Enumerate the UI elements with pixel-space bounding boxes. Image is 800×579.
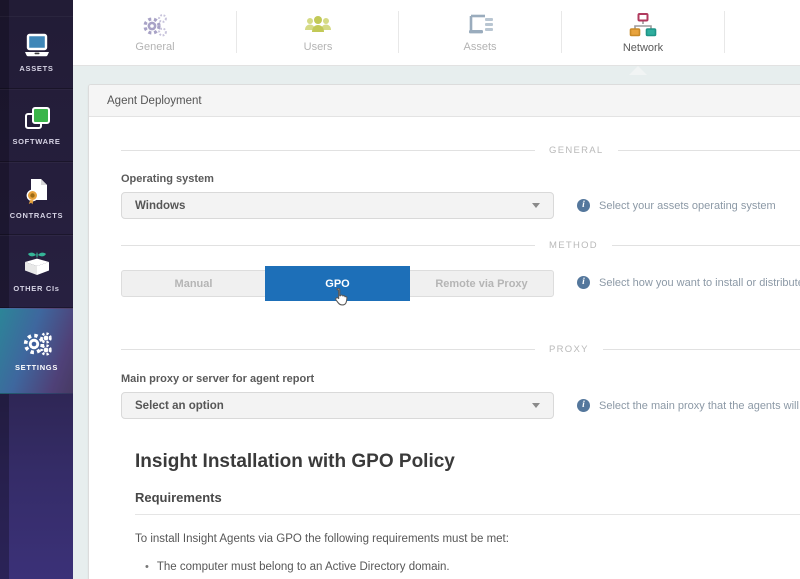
doc-subtitle: Requirements	[135, 490, 222, 505]
network-nodes-icon	[629, 13, 657, 37]
tab-label: Assets	[463, 41, 497, 53]
card-header: Agent Deployment	[89, 85, 800, 117]
sidebar-item-label: SETTINGS	[14, 362, 59, 372]
card-body: GENERAL Operating system Windows Select …	[89, 117, 800, 579]
divider-line	[602, 348, 800, 350]
sidebar: ASSETS SOFTWARE CONTRACTS	[0, 0, 73, 579]
tab-label: Network	[622, 42, 664, 54]
tab-users[interactable]: Users	[237, 0, 399, 66]
method-gpo-button[interactable]: GPO	[265, 266, 410, 301]
operating-system-select[interactable]: Windows	[121, 192, 554, 219]
contract-document-icon	[26, 178, 47, 204]
section-divider-general: GENERAL	[121, 144, 800, 156]
info-icon	[577, 199, 590, 212]
assets-monitor-icon	[469, 14, 493, 34]
doc-intro-text: To install Insight Agents via GPO the fo…	[135, 533, 509, 545]
method-help: Select how you want to install or distri…	[577, 276, 800, 289]
chevron-down-icon	[532, 203, 540, 208]
section-heading: PROXY	[549, 343, 589, 355]
operating-system-label: Operating system	[121, 173, 214, 185]
divider-line	[617, 149, 800, 151]
info-icon	[577, 399, 590, 412]
bullet-marker: •	[145, 561, 149, 573]
laptop-icon	[24, 33, 49, 56]
bullet-text: The computer must belong to an Active Di…	[156, 561, 450, 573]
open-box-icon	[24, 251, 49, 275]
tab-divider	[398, 11, 399, 53]
doc-bullet-item: • The computer must belong to an Active …	[145, 561, 450, 573]
sidebar-item-label: CONTRACTS	[9, 210, 64, 220]
main-proxy-select[interactable]: Select an option	[121, 392, 554, 419]
method-manual-button[interactable]: Manual	[121, 270, 266, 297]
sidebar-item-settings[interactable]: SETTINGS	[0, 308, 73, 394]
users-icon	[305, 16, 331, 32]
sidebar-item-label: OTHER CIs	[13, 283, 60, 293]
operating-system-help: Select your assets operating system	[577, 199, 776, 212]
tab-divider	[724, 11, 725, 53]
divider-line	[611, 244, 800, 246]
help-text: Select your assets operating system	[599, 199, 776, 212]
page-title: Agent Deployment	[107, 94, 202, 107]
sidebar-item-other-cis[interactable]: OTHER CIs	[0, 235, 73, 308]
sidebar-item-label: SOFTWARE	[12, 136, 61, 146]
doc-title: Insight Installation with GPO Policy	[135, 451, 455, 472]
section-heading: GENERAL	[549, 144, 604, 156]
divider-line	[121, 244, 535, 246]
tab-divider	[236, 11, 237, 53]
gears-icon	[23, 331, 52, 356]
method-button-group: Manual GPO Remote via Proxy	[121, 266, 554, 301]
tab-network[interactable]: Network	[562, 0, 724, 66]
tab-general[interactable]: General	[74, 0, 236, 66]
active-tab-arrow	[629, 66, 647, 75]
mouse-pointer-icon	[331, 287, 348, 312]
help-text: Select how you want to install or distri…	[599, 276, 800, 289]
sidebar-edge	[0, 0, 9, 579]
main-proxy-label: Main proxy or server for agent report	[121, 373, 315, 385]
sidebar-item-assets[interactable]: ASSETS	[0, 16, 73, 89]
main-proxy-help: Select the main proxy that the agents wi…	[577, 399, 800, 412]
sidebar-item-software[interactable]: SOFTWARE	[0, 89, 73, 162]
doc-divider	[135, 514, 800, 515]
section-heading: METHOD	[549, 239, 598, 251]
selected-value: Select an option	[135, 399, 224, 412]
method-remote-proxy-button[interactable]: Remote via Proxy	[409, 270, 554, 297]
tab-label: General	[135, 41, 175, 53]
selected-value: Windows	[135, 199, 186, 212]
info-icon	[577, 276, 590, 289]
gear-icon	[143, 14, 167, 37]
divider-line	[121, 348, 535, 350]
section-divider-method: METHOD	[121, 239, 800, 251]
sidebar-item-label: ASSETS	[19, 63, 54, 73]
software-windows-icon	[24, 106, 50, 129]
settings-tab-bar: General Users Assets	[73, 0, 800, 66]
divider-line	[121, 149, 535, 151]
tab-divider	[561, 11, 562, 53]
tab-assets[interactable]: Assets	[399, 0, 561, 66]
agent-deployment-card: Agent Deployment GENERAL Operating syste…	[88, 84, 800, 579]
tab-label: Users	[303, 41, 333, 53]
help-text: Select the main proxy that the agents wi…	[599, 399, 800, 412]
section-divider-proxy: PROXY	[121, 343, 800, 355]
sidebar-item-contracts[interactable]: CONTRACTS	[0, 162, 73, 235]
chevron-down-icon	[532, 403, 540, 408]
